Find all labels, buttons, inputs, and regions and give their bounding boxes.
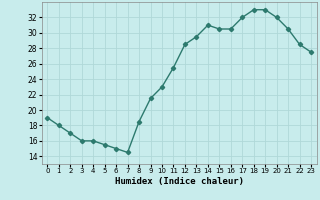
X-axis label: Humidex (Indice chaleur): Humidex (Indice chaleur) — [115, 177, 244, 186]
